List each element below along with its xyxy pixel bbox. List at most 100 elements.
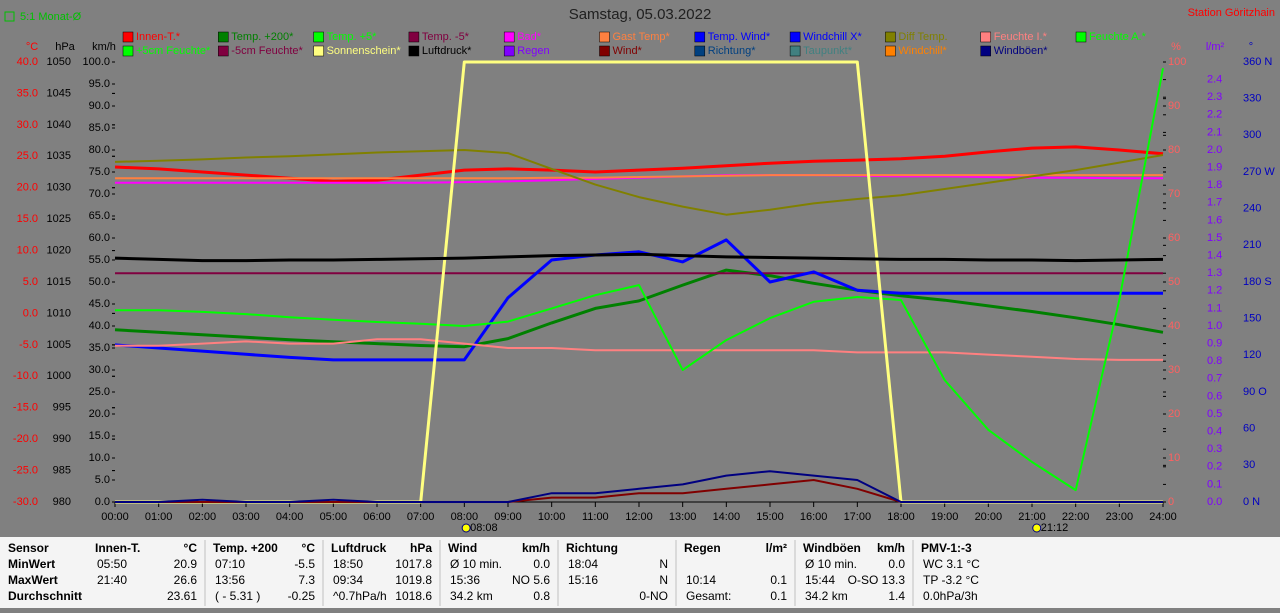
y-tick-label: 55.0 [89, 254, 110, 266]
y-tick-label: 10 [1168, 452, 1180, 464]
legend-swatch [218, 45, 229, 57]
x-tick-label: 03:00 [232, 511, 260, 523]
legend-label: Windchill X* [803, 31, 862, 43]
y-tick-label: 20.0 [89, 408, 110, 420]
table-cell: 15:44 [805, 573, 835, 587]
y-tick-label: 0 [1168, 496, 1174, 508]
y-tick-label: 35.0 [17, 87, 38, 99]
legend-swatch [218, 31, 229, 43]
y-tick-label: 1050 [47, 56, 71, 68]
table-cell: 1019.8 [395, 573, 432, 587]
y-tick-label: 0 N [1243, 496, 1260, 508]
y-tick-label: 25.0 [17, 150, 38, 162]
y-tick-label: 0.5 [1207, 408, 1222, 420]
y-tick-label: 90 [1168, 100, 1180, 112]
y-tick-label: 45.0 [89, 298, 110, 310]
y-tick-label: 60 [1168, 232, 1180, 244]
legend-label: +5cm Feuchte* [136, 45, 211, 57]
x-tick-label: 06:00 [363, 511, 391, 523]
legend-label: Temp. Wind* [708, 31, 771, 43]
y-tick-label: 1010 [47, 307, 71, 319]
series-line [114, 268, 1164, 349]
legend-label: Temp. -5* [422, 31, 470, 43]
y-tick-label: 2.1 [1207, 126, 1222, 138]
x-tick-label: 07:00 [407, 511, 435, 523]
legend-swatch [122, 31, 134, 43]
y-tick-label: 0.1 [1207, 478, 1222, 490]
table-cell: Durchschnitt [8, 589, 82, 603]
y-tick-label: 40.0 [89, 320, 110, 332]
x-tick-label: 24:00 [1149, 511, 1177, 523]
legend-swatch [503, 45, 515, 57]
y-tick-label: 5.0 [23, 276, 38, 288]
table-cell: 0.1 [770, 573, 787, 587]
legend-swatch [694, 45, 706, 57]
series-line [114, 149, 1164, 216]
y-tick-label: 1.4 [1207, 250, 1222, 262]
y-tick-label: 0.7 [1207, 373, 1222, 385]
y-tick-label: 1.7 [1207, 197, 1222, 209]
chart-title: Samstag, 05.03.2022 [569, 6, 712, 23]
table-header: Innen-T. [95, 541, 140, 555]
y-tick-label: 360 N [1243, 56, 1272, 68]
y-tick-label: 1.3 [1207, 267, 1222, 279]
y-tick-label: 75.0 [89, 166, 110, 178]
table-cell: 0.0 [533, 557, 550, 571]
y-tick-label: 0.6 [1207, 390, 1222, 402]
legend-label: Taupunkt* [803, 45, 853, 57]
y-tick-label: 90 O [1243, 386, 1267, 398]
y-tick-label: 240 [1243, 203, 1261, 215]
note: 5:1 Monat-Ø [20, 11, 82, 23]
y-tick-label: 2.2 [1207, 109, 1222, 121]
axis-title: l/m² [1206, 41, 1225, 53]
y-tick-label: 80.0 [89, 144, 110, 156]
series-line [115, 174, 1163, 180]
legend-label: Windböen* [994, 45, 1049, 57]
x-tick-label: 23:00 [1106, 511, 1134, 523]
y-tick-label: -5.0 [19, 339, 38, 351]
series-line [115, 68, 1164, 492]
table-cell: 20.9 [174, 557, 198, 571]
table-cell: -0.25 [288, 589, 316, 603]
y-tick-label: 1.9 [1207, 162, 1222, 174]
y-tick-label: 85.0 [89, 122, 110, 134]
table-unit: l/m² [766, 541, 787, 555]
table-cell: O-SO 13.3 [848, 573, 906, 587]
legend-swatch [408, 31, 420, 43]
table-cell: Ø 10 min. [805, 557, 857, 571]
y-tick-label: 1040 [47, 119, 71, 131]
y-tick-label: -15.0 [13, 402, 38, 414]
legend-swatch [885, 31, 896, 43]
legend-label: Regen [517, 45, 549, 57]
y-tick-label: 1.1 [1207, 302, 1222, 314]
y-tick-label: -25.0 [13, 464, 38, 476]
x-tick-label: 12:00 [625, 511, 653, 523]
table-cell: 23.61 [167, 589, 197, 603]
y-tick-label: 15.0 [89, 430, 110, 442]
y-tick-label: 330 [1243, 93, 1261, 105]
y-tick-label: 50 [1168, 276, 1180, 288]
table-cell: 15:36 [450, 573, 480, 587]
x-tick-label: 21:00 [1018, 511, 1046, 523]
legend-swatch [789, 45, 801, 57]
axis-title: % [1171, 41, 1181, 53]
y-tick-label: 985 [53, 464, 71, 476]
note-box [4, 11, 15, 22]
y-tick-label: 100 [1168, 56, 1186, 68]
table-unit: °C [302, 541, 316, 555]
y-tick-label: 30.0 [17, 119, 38, 131]
table-cell: 15:16 [568, 573, 598, 587]
legend-swatch [313, 45, 324, 57]
x-tick-label: 04:00 [276, 511, 304, 523]
y-tick-label: 1045 [47, 87, 71, 99]
table-cell: 1018.6 [395, 589, 432, 603]
y-tick-label: 990 [53, 433, 71, 445]
y-tick-label: 2.0 [1207, 144, 1222, 156]
axis-title: °C [26, 41, 38, 53]
y-tick-label: 25.0 [89, 386, 110, 398]
y-tick-label: -20.0 [13, 433, 38, 445]
table-unit: km/h [877, 541, 905, 555]
table-cell: Gesamt: [686, 589, 731, 603]
table-cell: 07:10 [215, 557, 245, 571]
